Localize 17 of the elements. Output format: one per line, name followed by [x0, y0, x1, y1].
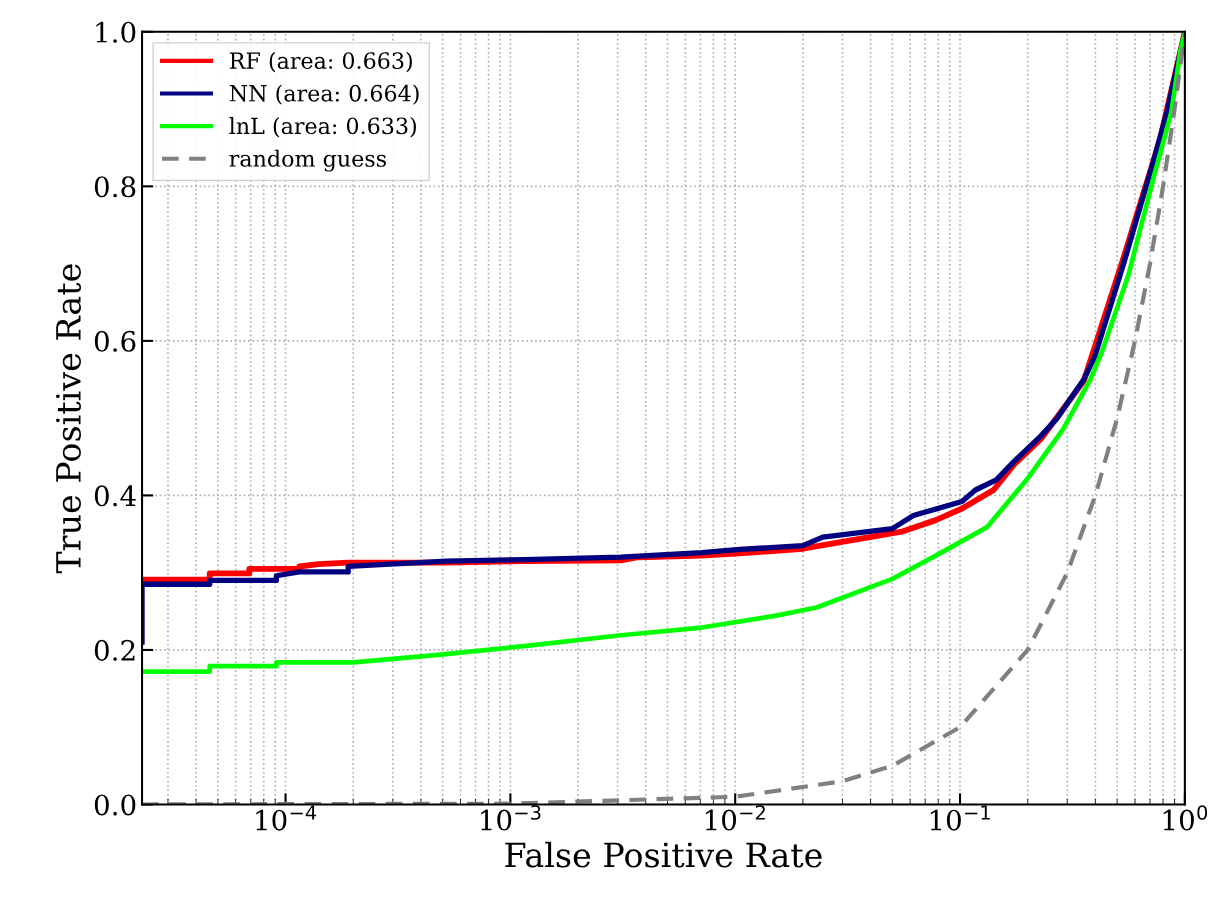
x-tick-label: 10$^{0}$	[1163, 805, 1208, 831]
y-tick-label: 0.2	[94, 639, 135, 661]
x-tick-label: 10$^{−4}$	[256, 805, 317, 831]
legend-label: lnL (area: 0.633)	[229, 117, 416, 138]
y-tick-label: 0.4	[94, 485, 136, 507]
y-tick-label: 0.6	[94, 330, 136, 352]
y-tick-label: 0.8	[94, 176, 136, 198]
x-tick-label: 10$^{−3}$	[481, 805, 541, 831]
y-axis-title: True Positive Rate	[55, 264, 81, 574]
y-tick-label: 0.0	[94, 794, 136, 816]
x-tick-label: 10$^{−1}$	[930, 805, 990, 831]
legend-label: random guess	[229, 149, 386, 172]
y-tick-label: 1.0	[96, 21, 136, 43]
x-axis-title: False Positive Rate	[505, 841, 822, 868]
legend-label: RF (area: 0.663)	[229, 51, 412, 73]
x-tick-label: 10$^{−2}$	[705, 805, 765, 831]
legend-label: NN (area: 0.664)	[229, 84, 419, 105]
